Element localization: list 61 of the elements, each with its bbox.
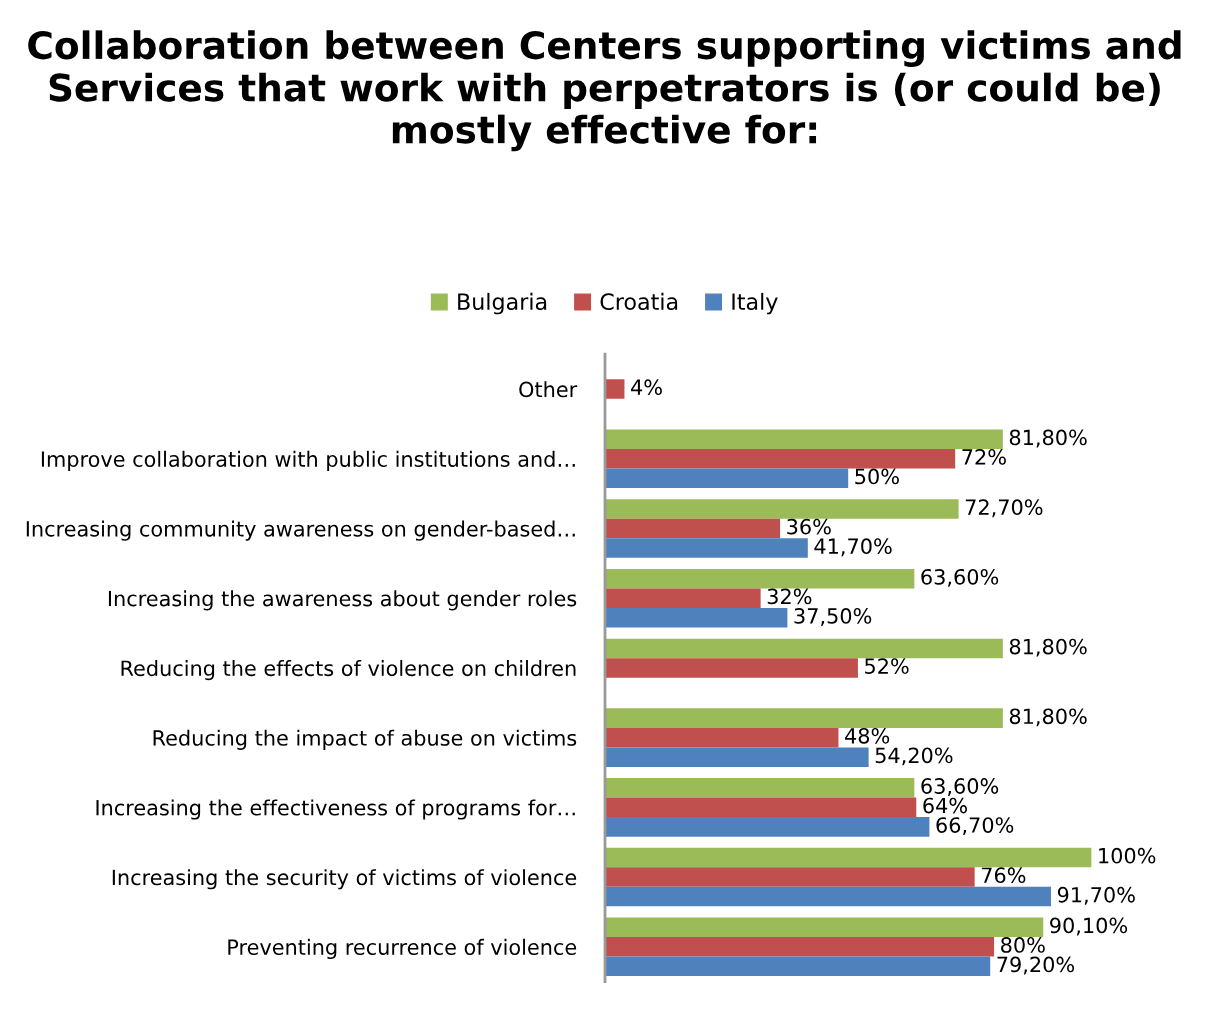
- y-tick-label: Increasing the effectiveness of programs for…: [96, 799, 575, 820]
- data-label: 36%: [787, 518, 831, 535]
- data-label: 63,60%: [921, 568, 999, 587]
- data-label: 50%: [855, 468, 899, 485]
- bar: [605, 429, 1003, 450]
- y-tick-label: Increasing community awareness on gender-based…: [26, 520, 575, 541]
- bar: [605, 588, 761, 608]
- bar: [605, 937, 995, 957]
- chart-title: Collaboration between Centers supporting victims and Services that work with perpetrators is (or could be) mostly effective for:: [28, 30, 1181, 152]
- data-label: 81,80%: [1009, 708, 1087, 727]
- data-label: 48%: [845, 727, 890, 744]
- bar: [605, 638, 1003, 659]
- data-label: 80%: [1001, 937, 1045, 953]
- bar: [605, 499, 959, 519]
- bar: [605, 727, 839, 748]
- bar: [605, 518, 781, 539]
- data-label: 41,70%: [814, 538, 892, 557]
- data-label: 81,80%: [1009, 429, 1087, 448]
- bar: [605, 886, 1051, 907]
- legend-label: Croatia: [600, 292, 678, 311]
- bar: [605, 917, 1044, 938]
- data-label: 81,80%: [1009, 638, 1087, 657]
- bar: [605, 847, 1092, 868]
- y-tick-label: Reducing the effects of violence on children: [121, 660, 576, 681]
- y-tick-label: Other: [519, 381, 578, 398]
- data-label: 72%: [962, 449, 1006, 465]
- bar: [605, 817, 930, 837]
- bar: [605, 708, 1003, 728]
- bar: [605, 867, 975, 887]
- bar: [605, 468, 849, 489]
- bar: [605, 797, 917, 818]
- data-label: 63,60%: [921, 778, 999, 796]
- data-label: 90,10%: [1050, 917, 1128, 936]
- data-label: 4%: [631, 379, 662, 396]
- data-label: 32%: [767, 588, 812, 605]
- data-label: 54,20%: [875, 747, 953, 766]
- data-label: 76%: [981, 867, 1026, 884]
- bar: [605, 607, 788, 628]
- legend-label: Bulgaria: [458, 292, 547, 315]
- data-label: 64%: [923, 797, 967, 814]
- data-label: 66,70%: [936, 817, 1014, 836]
- data-label: 37,50%: [794, 608, 872, 626]
- bar: [605, 449, 956, 469]
- bar: [605, 658, 858, 678]
- data-label: 52%: [865, 658, 909, 674]
- bar: [605, 778, 915, 798]
- data-label: 79,20%: [997, 956, 1075, 975]
- bar: [605, 956, 991, 977]
- data-label: 100%: [1099, 847, 1156, 864]
- legend-label: Italy: [732, 292, 778, 315]
- y-tick-label: Improve collaboration with public institutions and…: [41, 450, 575, 472]
- bar: [605, 568, 915, 589]
- y-tick-label: Preventing recurrence of violence: [228, 938, 577, 960]
- y-tick-label: Increasing the security of victims of violence: [112, 869, 577, 890]
- bar: [605, 379, 625, 399]
- bar: [605, 747, 869, 767]
- bar: [605, 538, 808, 558]
- y-tick-label: Reducing the impact of abuse on victims: [153, 729, 577, 750]
- data-label: 72,70%: [965, 499, 1043, 518]
- y-tick-label: Increasing the awareness about gender roles: [108, 590, 577, 611]
- data-label: 91,70%: [1057, 886, 1135, 905]
